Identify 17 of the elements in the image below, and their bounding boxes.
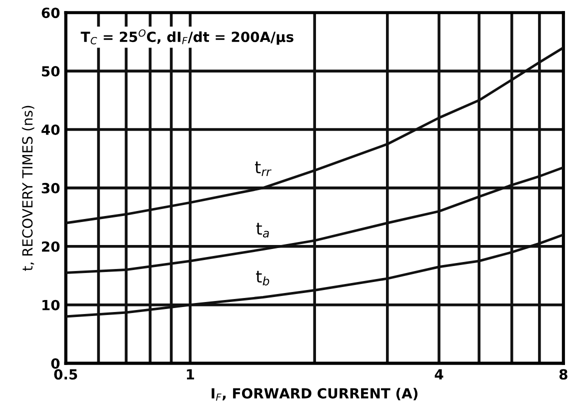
x-axis-title: I$_{F}$, FORWARD CURRENT (A)	[212, 388, 418, 401]
x-tick-label: 8	[559, 369, 568, 380]
series-label: t$_{rr}$	[254, 162, 272, 176]
series-label: t$_{a}$	[256, 222, 269, 238]
x-tick-label: 1	[186, 369, 194, 380]
annotation: T$_{C}$ = 25$^{O}$C, dI$_{F}$/dt = 200A/µs	[80, 29, 294, 45]
x-tick-label: 4	[434, 369, 444, 380]
y-tick-label: 50	[42, 66, 60, 77]
y-tick-label: 0	[51, 358, 60, 369]
series-label: t$_{b}$	[256, 270, 270, 286]
y-tick-label: 20	[42, 241, 60, 252]
y-tick-label: 10	[42, 300, 60, 310]
y-axis-title: t, RECOVERY TIMES (ns)	[22, 106, 34, 271]
x-tick-label: 0.5	[54, 369, 78, 380]
y-tick-label: 60	[42, 8, 60, 18]
y-tick-label: 40	[42, 124, 60, 135]
y-tick-label: 30	[42, 182, 60, 194]
